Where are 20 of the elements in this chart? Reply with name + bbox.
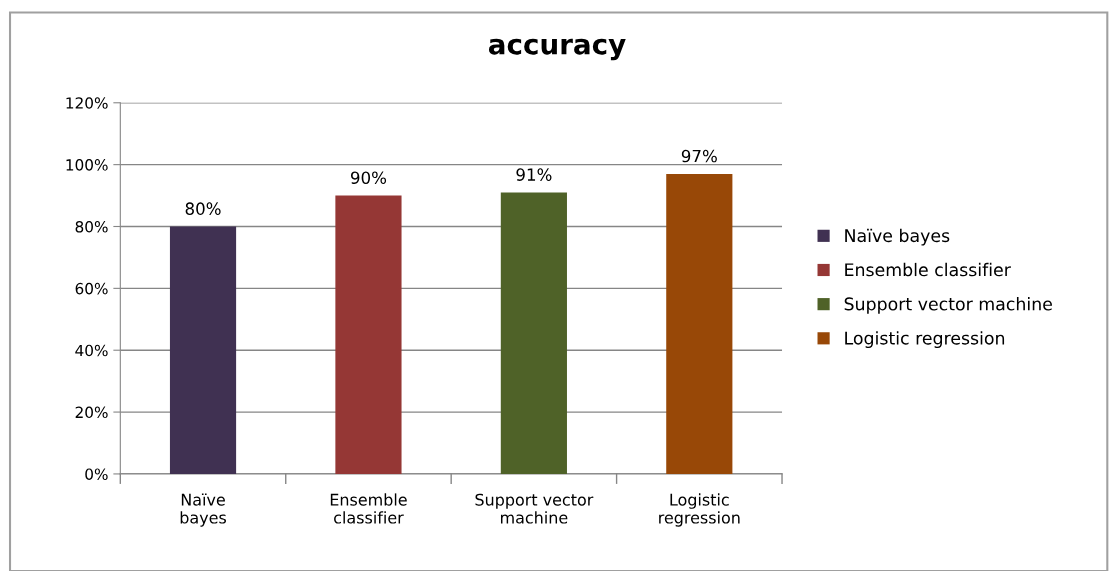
data-label: 90% bbox=[350, 171, 387, 185]
x-tick-label: Support vector machine bbox=[475, 493, 594, 524]
x-tick-label: Logistic regression bbox=[659, 493, 740, 527]
y-tick-label: 0% bbox=[85, 468, 108, 480]
data-label: 91% bbox=[516, 168, 552, 181]
x-tick-label: Ensemble classifier bbox=[330, 493, 407, 524]
y-tick-label: 120% bbox=[66, 97, 108, 109]
legend-label: Logistic regression bbox=[845, 331, 1005, 348]
legend-label: Ensemble classifier bbox=[845, 262, 1011, 277]
y-tick-label: 80% bbox=[75, 220, 108, 233]
legend-label: Support vector machine bbox=[844, 297, 1052, 314]
y-tick-label: 20% bbox=[75, 406, 108, 419]
y-tick-label: 40% bbox=[75, 344, 108, 357]
y-tick-label: 100% bbox=[66, 159, 108, 171]
chart-title: accuracy bbox=[488, 38, 626, 61]
x-tick-label: Naïve bayes bbox=[180, 493, 227, 527]
data-label: 97% bbox=[681, 149, 717, 163]
y-tick-label: 60% bbox=[75, 282, 108, 295]
data-label: 80% bbox=[185, 202, 221, 215]
legend-label: Naïve bayes bbox=[845, 228, 950, 246]
